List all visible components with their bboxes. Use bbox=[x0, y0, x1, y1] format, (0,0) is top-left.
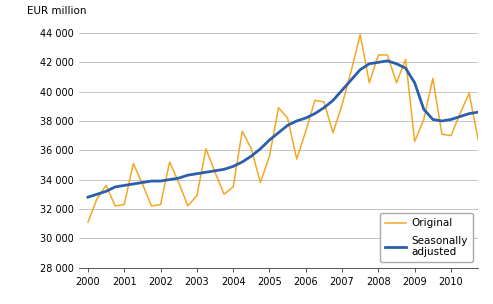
Seasonally
adjusted bbox=[203, 171, 209, 174]
Legend: Original, Seasonally
adjusted: Original, Seasonally adjusted bbox=[380, 213, 473, 262]
Seasonally
adjusted bbox=[403, 66, 409, 70]
Seasonally
adjusted bbox=[339, 88, 345, 92]
Seasonally
adjusted bbox=[466, 112, 472, 116]
Original bbox=[103, 184, 109, 187]
Original bbox=[484, 131, 490, 134]
Seasonally
adjusted bbox=[248, 154, 254, 158]
Original bbox=[248, 147, 254, 150]
Text: EUR million: EUR million bbox=[27, 6, 86, 16]
Original bbox=[284, 116, 290, 120]
Seasonally
adjusted bbox=[376, 60, 382, 64]
Original bbox=[140, 182, 145, 186]
Original bbox=[203, 147, 209, 150]
Seasonally
adjusted bbox=[140, 181, 145, 184]
Original bbox=[312, 98, 318, 102]
Original bbox=[348, 69, 354, 73]
Original bbox=[321, 100, 327, 104]
Original bbox=[130, 162, 136, 165]
Seasonally
adjusted bbox=[212, 169, 218, 173]
Original bbox=[448, 134, 454, 137]
Original bbox=[403, 57, 409, 61]
Seasonally
adjusted bbox=[439, 119, 445, 123]
Original bbox=[457, 112, 463, 116]
Original bbox=[430, 77, 436, 80]
Line: Seasonally
adjusted: Seasonally adjusted bbox=[88, 61, 493, 197]
Seasonally
adjusted bbox=[94, 192, 100, 196]
Seasonally
adjusted bbox=[393, 62, 399, 66]
Original bbox=[230, 185, 236, 189]
Original bbox=[466, 91, 472, 95]
Seasonally
adjusted bbox=[357, 68, 363, 71]
Original bbox=[212, 171, 218, 174]
Original bbox=[176, 181, 182, 184]
Seasonally
adjusted bbox=[85, 195, 91, 199]
Seasonally
adjusted bbox=[121, 184, 127, 187]
Original bbox=[239, 130, 245, 133]
Original bbox=[439, 132, 445, 136]
Original bbox=[421, 118, 427, 121]
Original bbox=[357, 33, 363, 36]
Seasonally
adjusted bbox=[457, 115, 463, 118]
Seasonally
adjusted bbox=[284, 123, 290, 127]
Seasonally
adjusted bbox=[321, 106, 327, 109]
Original bbox=[412, 140, 418, 143]
Original bbox=[393, 81, 399, 85]
Seasonally
adjusted bbox=[148, 179, 154, 183]
Original bbox=[112, 204, 118, 208]
Original bbox=[148, 204, 154, 208]
Seasonally
adjusted bbox=[412, 81, 418, 85]
Seasonally
adjusted bbox=[257, 147, 263, 150]
Seasonally
adjusted bbox=[312, 112, 318, 116]
Seasonally
adjusted bbox=[448, 118, 454, 121]
Original bbox=[294, 157, 300, 161]
Original bbox=[121, 203, 127, 206]
Seasonally
adjusted bbox=[330, 98, 336, 102]
Seasonally
adjusted bbox=[230, 164, 236, 168]
Seasonally
adjusted bbox=[484, 109, 490, 112]
Original bbox=[339, 103, 345, 107]
Original bbox=[475, 138, 481, 142]
Original bbox=[330, 131, 336, 134]
Seasonally
adjusted bbox=[185, 173, 191, 177]
Original bbox=[221, 192, 227, 196]
Original bbox=[194, 194, 200, 198]
Original bbox=[303, 130, 309, 133]
Seasonally
adjusted bbox=[112, 185, 118, 189]
Seasonally
adjusted bbox=[158, 179, 164, 183]
Original bbox=[158, 203, 164, 206]
Seasonally
adjusted bbox=[421, 107, 427, 111]
Seasonally
adjusted bbox=[385, 59, 390, 63]
Seasonally
adjusted bbox=[303, 116, 309, 120]
Seasonally
adjusted bbox=[348, 78, 354, 82]
Seasonally
adjusted bbox=[294, 119, 300, 123]
Seasonally
adjusted bbox=[130, 182, 136, 186]
Seasonally
adjusted bbox=[194, 172, 200, 175]
Seasonally
adjusted bbox=[103, 189, 109, 193]
Seasonally
adjusted bbox=[176, 176, 182, 180]
Original bbox=[257, 181, 263, 184]
Original bbox=[185, 204, 191, 208]
Seasonally
adjusted bbox=[221, 168, 227, 171]
Original bbox=[366, 81, 372, 85]
Seasonally
adjusted bbox=[366, 62, 372, 66]
Original bbox=[385, 53, 390, 57]
Original bbox=[267, 154, 273, 158]
Seasonally
adjusted bbox=[239, 160, 245, 164]
Original bbox=[376, 53, 382, 57]
Original bbox=[94, 197, 100, 200]
Original bbox=[85, 220, 91, 224]
Seasonally
adjusted bbox=[475, 110, 481, 114]
Line: Original: Original bbox=[88, 34, 493, 222]
Seasonally
adjusted bbox=[430, 118, 436, 121]
Seasonally
adjusted bbox=[267, 138, 273, 142]
Seasonally
adjusted bbox=[167, 178, 173, 181]
Seasonally
adjusted bbox=[276, 131, 282, 134]
Original bbox=[167, 160, 173, 164]
Original bbox=[276, 106, 282, 109]
